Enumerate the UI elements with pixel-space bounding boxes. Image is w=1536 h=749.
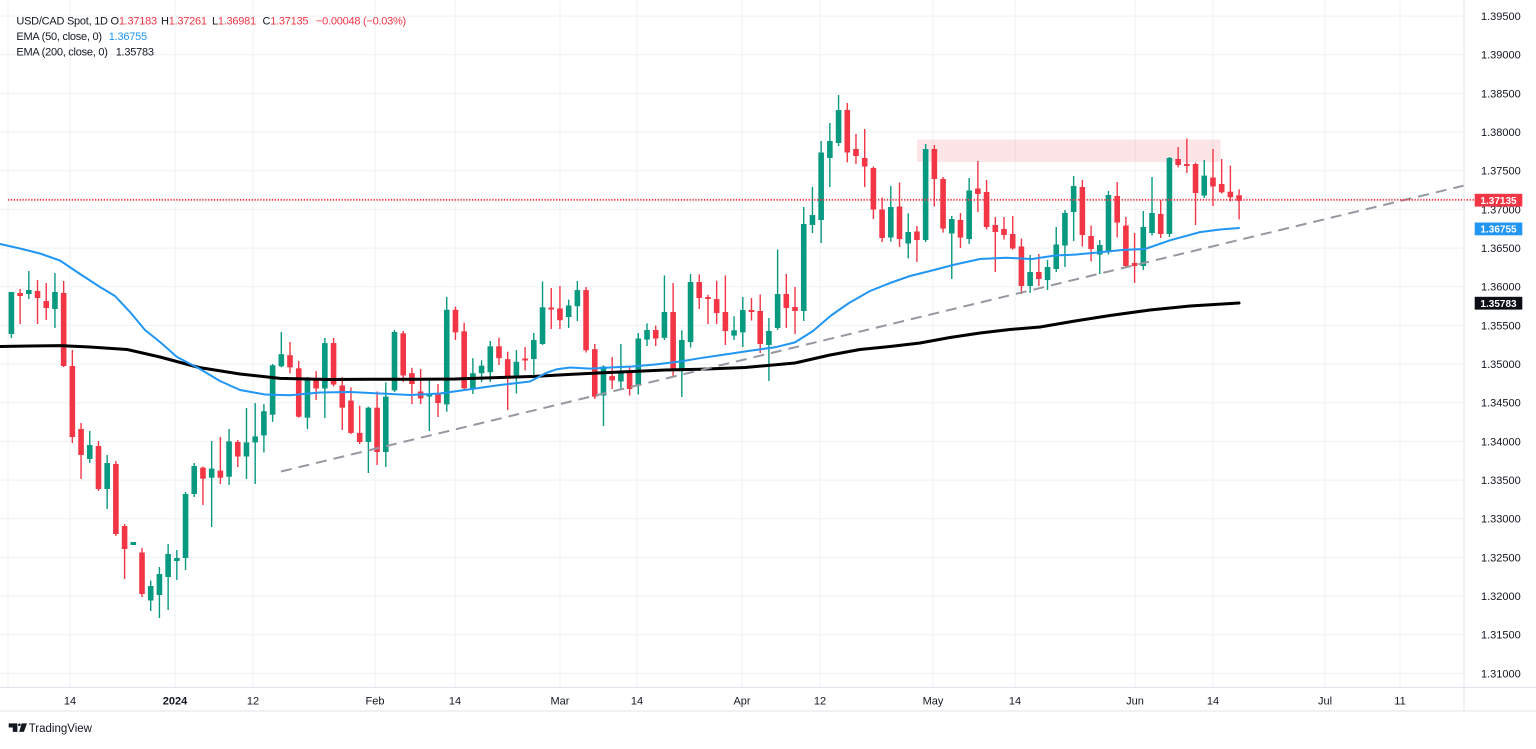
svg-text:1.35000: 1.35000 [1481,359,1521,371]
svg-text:14: 14 [1207,695,1219,707]
svg-text:14: 14 [64,695,76,707]
svg-text:Apr: Apr [733,695,750,707]
svg-text:1.35783: 1.35783 [1480,299,1517,310]
svg-text:1.39500: 1.39500 [1481,11,1521,23]
svg-text:Jun: Jun [1126,695,1144,707]
svg-text:1.32000: 1.32000 [1481,591,1521,603]
svg-text:EMA (50, close, 0): EMA (50, close, 0) [16,31,101,43]
svg-text:14: 14 [631,695,643,707]
svg-text:1.34500: 1.34500 [1481,398,1521,410]
svg-text:C1.37135: C1.37135 [263,16,309,28]
svg-text:1.31500: 1.31500 [1481,630,1521,642]
svg-text:USD/CAD Spot, 1D: USD/CAD Spot, 1D [16,16,108,28]
svg-text:1.39000: 1.39000 [1481,50,1521,62]
svg-text:12: 12 [247,695,259,707]
svg-text:12: 12 [814,695,826,707]
svg-text:TradingView: TradingView [29,723,93,735]
svg-text:11: 11 [1394,695,1405,707]
svg-text:Jul: Jul [1318,695,1332,707]
svg-text:1.34000: 1.34000 [1481,436,1521,448]
svg-text:H1.37261: H1.37261 [161,16,207,28]
svg-text:1.36755: 1.36755 [1480,225,1517,236]
svg-text:1.33000: 1.33000 [1481,514,1521,526]
svg-text:1.31000: 1.31000 [1481,668,1521,680]
svg-text:EMA (200, close, 0): EMA (200, close, 0) [16,47,107,59]
svg-text:1.38000: 1.38000 [1481,127,1521,139]
svg-text:14: 14 [1009,695,1021,707]
svg-text:2024: 2024 [163,695,188,707]
svg-text:May: May [923,695,944,707]
svg-text:1.38500: 1.38500 [1481,88,1521,100]
svg-text:1.35500: 1.35500 [1481,320,1521,332]
svg-text:1.37500: 1.37500 [1481,166,1521,178]
svg-text:Feb: Feb [366,695,385,707]
svg-text:1.37135: 1.37135 [1480,196,1517,207]
svg-text:1.33500: 1.33500 [1481,475,1521,487]
svg-text:O1.37183: O1.37183 [111,16,157,28]
svg-text:Mar: Mar [551,695,570,707]
svg-text:14: 14 [449,695,461,707]
svg-text:L1.36981: L1.36981 [212,16,256,28]
svg-text:1.32500: 1.32500 [1481,552,1521,564]
svg-text:1.37000: 1.37000 [1481,204,1521,216]
svg-text:−0.00048 (−0.03%): −0.00048 (−0.03%) [316,16,406,28]
svg-text:1.36755: 1.36755 [109,31,147,43]
svg-text:1.36500: 1.36500 [1481,243,1521,255]
svg-text:1.36000: 1.36000 [1481,282,1521,294]
svg-text:1.35783: 1.35783 [116,47,154,59]
